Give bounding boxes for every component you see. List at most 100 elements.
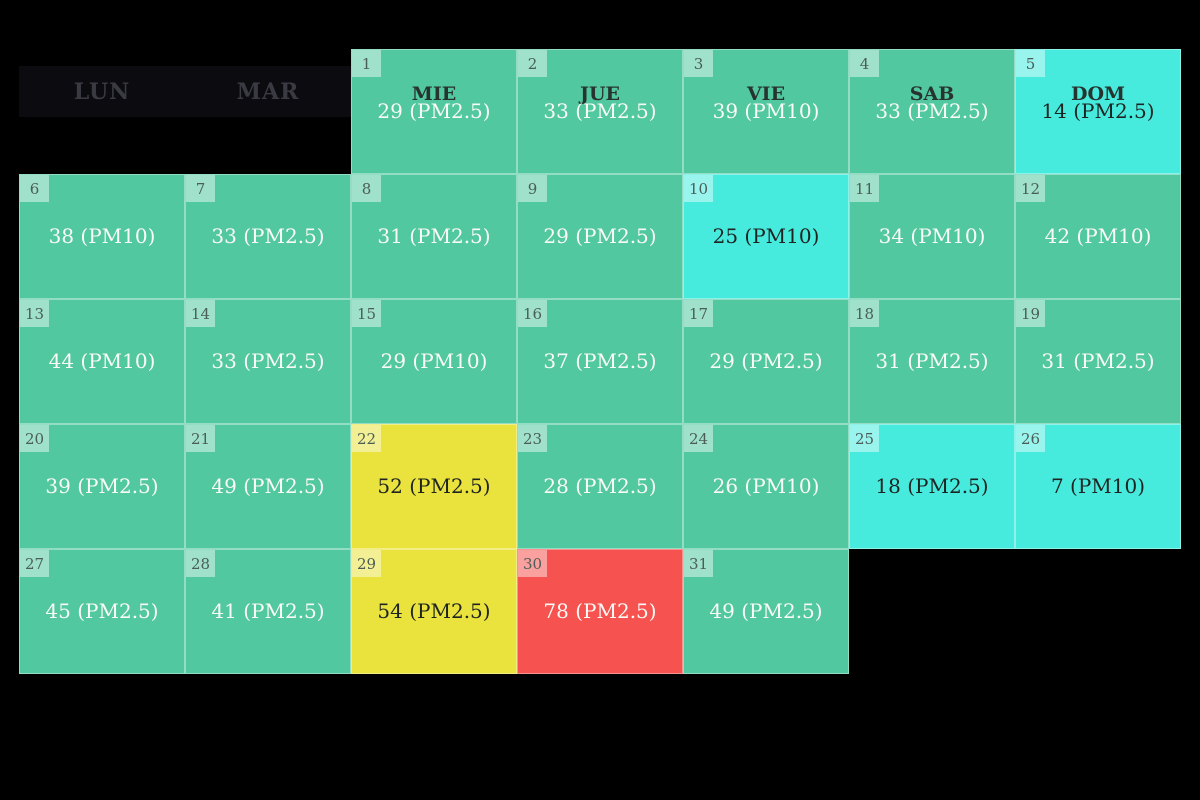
day-cell-22[interactable]: 22 52 (PM2.5) <box>351 424 517 549</box>
day-value: 34 (PM10) <box>878 224 986 248</box>
day-value: 49 (PM2.5) <box>709 599 823 623</box>
day-value: 54 (PM2.5) <box>377 599 491 623</box>
day-number-badge: 11 <box>850 175 879 202</box>
day-value: 38 (PM10) <box>48 224 156 248</box>
day-cell-8[interactable]: 8 31 (PM2.5) <box>351 174 517 299</box>
day-number-badge: 15 <box>352 300 381 327</box>
day-number-badge: 9 <box>518 175 547 202</box>
day-number-badge: 21 <box>186 425 215 452</box>
day-value: 78 (PM2.5) <box>543 599 657 623</box>
day-value: 29 (PM2.5) <box>709 349 823 373</box>
day-cell-15[interactable]: 15 29 (PM10) <box>351 299 517 424</box>
day-cell-23[interactable]: 23 28 (PM2.5) <box>517 424 683 549</box>
day-cell-18[interactable]: 18 31 (PM2.5) <box>849 299 1015 424</box>
day-number-badge: 26 <box>1016 425 1045 452</box>
day-cell-31[interactable]: 31 49 (PM2.5) <box>683 549 849 674</box>
day-cell-6[interactable]: 6 38 (PM10) <box>19 174 185 299</box>
day-number-badge: 20 <box>20 425 49 452</box>
day-value: 33 (PM2.5) <box>543 99 657 123</box>
day-cell-7[interactable]: 7 33 (PM2.5) <box>185 174 351 299</box>
day-value: 28 (PM2.5) <box>543 474 657 498</box>
day-number-badge: 4 <box>850 50 879 77</box>
day-cell-1[interactable]: 1 MIE 29 (PM2.5) <box>351 49 517 174</box>
weekday-header-lun: LUN <box>73 78 131 105</box>
day-cell-14[interactable]: 14 33 (PM2.5) <box>185 299 351 424</box>
day-value: 7 (PM10) <box>1050 474 1146 498</box>
day-cell-21[interactable]: 21 49 (PM2.5) <box>185 424 351 549</box>
day-cell-24[interactable]: 24 26 (PM10) <box>683 424 849 549</box>
day-number-badge: 16 <box>518 300 547 327</box>
day-value: 31 (PM2.5) <box>377 224 491 248</box>
day-number-badge: 8 <box>352 175 381 202</box>
day-number-badge: 13 <box>20 300 49 327</box>
day-cell-11[interactable]: 11 34 (PM10) <box>849 174 1015 299</box>
day-value: 33 (PM2.5) <box>211 349 325 373</box>
day-value: 39 (PM2.5) <box>45 474 159 498</box>
day-number-badge: 10 <box>684 175 713 202</box>
day-number-badge: 28 <box>186 550 215 577</box>
day-number-badge: 24 <box>684 425 713 452</box>
day-value: 31 (PM2.5) <box>875 349 989 373</box>
day-cell-12[interactable]: 12 42 (PM10) <box>1015 174 1181 299</box>
day-number-badge: 2 <box>518 50 547 77</box>
weekday-label: SAB <box>909 83 955 105</box>
weekday-label: JUE <box>579 83 621 105</box>
day-value: 52 (PM2.5) <box>377 474 491 498</box>
weekday-label: VIE <box>746 83 786 105</box>
day-value: 18 (PM2.5) <box>875 474 989 498</box>
day-cell-30[interactable]: 30 78 (PM2.5) <box>517 549 683 674</box>
day-value: 29 (PM10) <box>380 349 488 373</box>
day-cell-27[interactable]: 27 45 (PM2.5) <box>19 549 185 674</box>
day-number-badge: 27 <box>20 550 49 577</box>
day-cell-2[interactable]: 2 JUE 33 (PM2.5) <box>517 49 683 174</box>
day-cell-26[interactable]: 26 7 (PM10) <box>1015 424 1181 549</box>
day-number-badge: 6 <box>20 175 49 202</box>
day-cell-13[interactable]: 13 44 (PM10) <box>19 299 185 424</box>
day-cell-17[interactable]: 17 29 (PM2.5) <box>683 299 849 424</box>
day-cell-29[interactable]: 29 54 (PM2.5) <box>351 549 517 674</box>
day-number-badge: 1 <box>352 50 381 77</box>
day-number-badge: 7 <box>186 175 215 202</box>
day-value: 25 (PM10) <box>712 224 820 248</box>
calendar-grid: 1 MIE 29 (PM2.5) 2 JUE 33 (PM2.5) 3 VIE 39 (PM10… <box>19 49 1181 674</box>
day-number-badge: 12 <box>1016 175 1045 202</box>
day-value: 33 (PM2.5) <box>211 224 325 248</box>
day-value: 26 (PM10) <box>712 474 820 498</box>
day-number-badge: 19 <box>1016 300 1045 327</box>
day-cell-9[interactable]: 9 29 (PM2.5) <box>517 174 683 299</box>
day-number-badge: 17 <box>684 300 713 327</box>
day-number-badge: 29 <box>352 550 381 577</box>
day-value: 33 (PM2.5) <box>875 99 989 123</box>
day-value: 14 (PM2.5) <box>1041 99 1155 123</box>
day-cell-10[interactable]: 10 25 (PM10) <box>683 174 849 299</box>
day-value: 29 (PM2.5) <box>377 99 491 123</box>
day-value: 42 (PM10) <box>1044 224 1152 248</box>
day-value: 29 (PM2.5) <box>543 224 657 248</box>
day-number-badge: 14 <box>186 300 215 327</box>
weekday-label: MIE <box>411 83 457 105</box>
day-value: 44 (PM10) <box>48 349 156 373</box>
day-number-badge: 30 <box>518 550 547 577</box>
day-value: 39 (PM10) <box>712 99 820 123</box>
day-number-badge: 18 <box>850 300 879 327</box>
day-cell-4[interactable]: 4 SAB 33 (PM2.5) <box>849 49 1015 174</box>
day-number-badge: 31 <box>684 550 713 577</box>
day-number-badge: 23 <box>518 425 547 452</box>
day-cell-25[interactable]: 25 18 (PM2.5) <box>849 424 1015 549</box>
weekday-label: DOM <box>1070 83 1126 105</box>
day-number-badge: 22 <box>352 425 381 452</box>
day-cell-19[interactable]: 19 31 (PM2.5) <box>1015 299 1181 424</box>
day-cell-5[interactable]: 5 DOM 14 (PM2.5) <box>1015 49 1181 174</box>
day-value: 37 (PM2.5) <box>543 349 657 373</box>
weekday-header-mar: MAR <box>236 78 300 105</box>
day-value: 31 (PM2.5) <box>1041 349 1155 373</box>
day-number-badge: 3 <box>684 50 713 77</box>
day-number-badge: 5 <box>1016 50 1045 77</box>
day-cell-20[interactable]: 20 39 (PM2.5) <box>19 424 185 549</box>
day-value: 49 (PM2.5) <box>211 474 325 498</box>
day-value: 41 (PM2.5) <box>211 599 325 623</box>
day-cell-3[interactable]: 3 VIE 39 (PM10) <box>683 49 849 174</box>
day-cell-28[interactable]: 28 41 (PM2.5) <box>185 549 351 674</box>
day-cell-16[interactable]: 16 37 (PM2.5) <box>517 299 683 424</box>
